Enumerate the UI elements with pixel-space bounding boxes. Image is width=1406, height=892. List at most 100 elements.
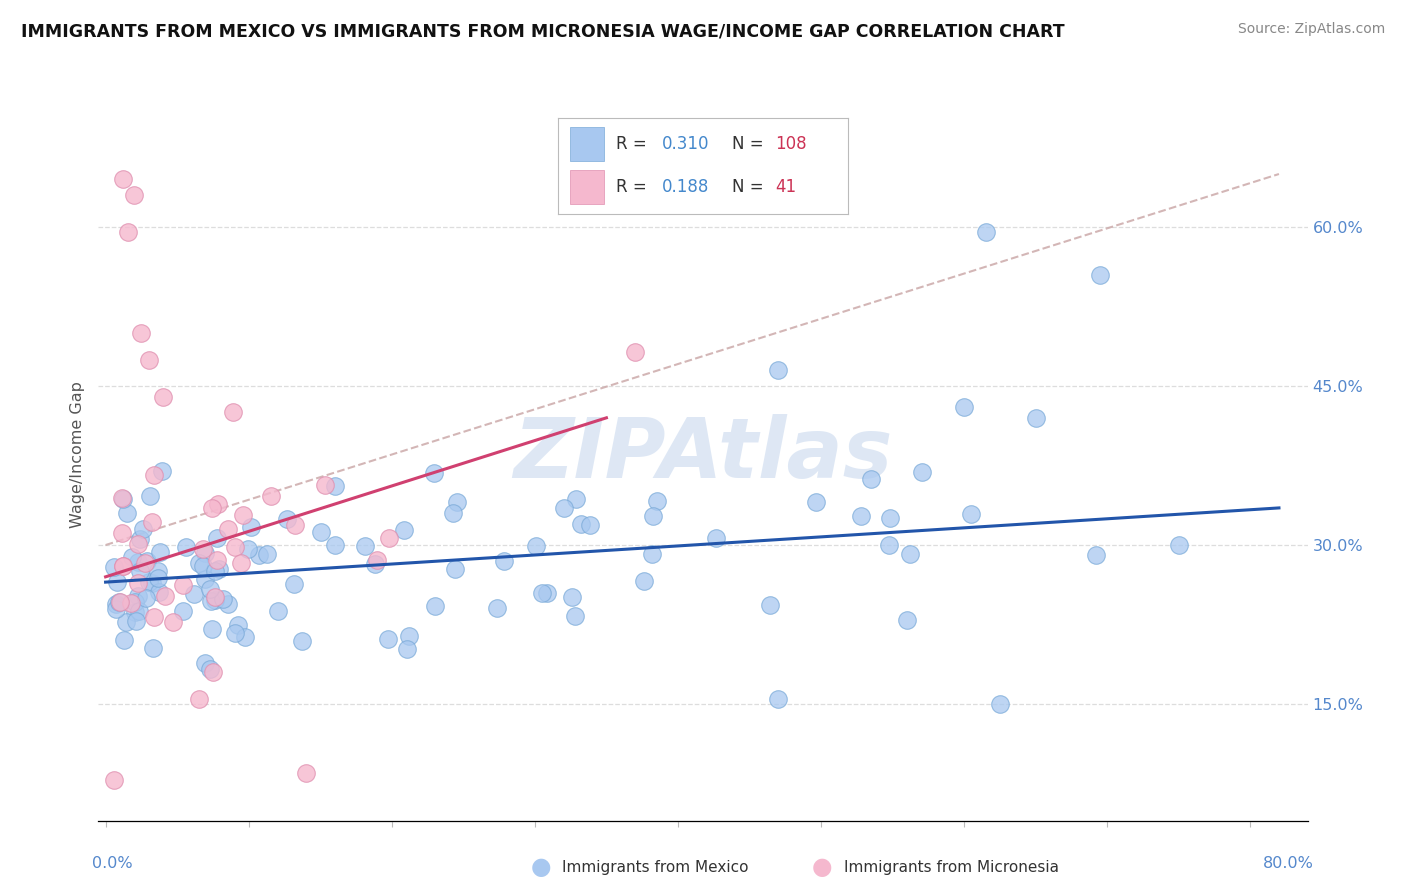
Point xyxy=(148,571,170,585)
Point xyxy=(150,464,173,478)
Point xyxy=(256,547,278,561)
Point xyxy=(172,604,194,618)
Point xyxy=(423,599,446,613)
Point xyxy=(1084,548,1107,562)
Point xyxy=(531,586,554,600)
Point xyxy=(138,575,160,590)
Point xyxy=(222,404,245,418)
Point xyxy=(896,613,918,627)
Point xyxy=(953,401,976,415)
Text: ●: ● xyxy=(531,855,551,879)
Point xyxy=(354,539,377,553)
FancyBboxPatch shape xyxy=(569,127,605,161)
Point xyxy=(284,517,307,532)
Point xyxy=(759,599,782,613)
Point xyxy=(152,390,174,404)
Text: R =: R = xyxy=(616,178,652,196)
Point xyxy=(112,558,135,573)
Point xyxy=(204,593,226,607)
Point xyxy=(579,517,602,532)
Point xyxy=(207,531,229,545)
Point xyxy=(266,603,288,617)
Text: R =: R = xyxy=(616,135,652,153)
Point xyxy=(641,547,664,561)
Point xyxy=(377,632,399,646)
Point xyxy=(1088,268,1111,282)
Point xyxy=(127,537,149,551)
Point xyxy=(960,508,983,522)
Point xyxy=(194,545,217,559)
Point xyxy=(571,517,593,532)
Point xyxy=(766,691,789,706)
Point xyxy=(128,532,150,546)
Point xyxy=(198,662,221,676)
Point xyxy=(859,473,882,487)
Point xyxy=(217,522,239,536)
Point xyxy=(208,562,231,576)
Point xyxy=(309,525,332,540)
Point xyxy=(423,466,446,480)
Point xyxy=(492,554,515,568)
Point xyxy=(283,576,305,591)
Point xyxy=(205,553,228,567)
Point xyxy=(217,597,239,611)
Point xyxy=(879,511,901,525)
Point xyxy=(141,516,163,530)
Point xyxy=(103,560,125,574)
Point xyxy=(108,595,131,609)
Point xyxy=(910,466,932,480)
Point xyxy=(139,489,162,503)
Point xyxy=(187,556,209,570)
Text: 80.0%: 80.0% xyxy=(1263,856,1313,871)
Point xyxy=(172,578,194,592)
Point xyxy=(1167,538,1189,552)
Point xyxy=(564,608,586,623)
Point xyxy=(103,772,125,787)
Point xyxy=(247,548,270,562)
Point xyxy=(134,556,156,570)
Text: Source: ZipAtlas.com: Source: ZipAtlas.com xyxy=(1237,22,1385,37)
Point xyxy=(526,539,548,553)
Point xyxy=(239,520,262,534)
Point xyxy=(148,585,170,599)
Point xyxy=(394,523,416,537)
Point xyxy=(536,586,558,600)
Point xyxy=(323,479,346,493)
Point xyxy=(125,614,148,628)
Point xyxy=(112,491,135,506)
Point xyxy=(398,629,420,643)
FancyBboxPatch shape xyxy=(569,169,605,204)
Point xyxy=(804,495,827,509)
Point xyxy=(877,538,900,552)
Point xyxy=(141,575,163,590)
Point xyxy=(207,497,229,511)
Point xyxy=(233,630,256,644)
Point xyxy=(153,590,176,604)
Point xyxy=(124,606,146,620)
Text: 0.0%: 0.0% xyxy=(93,856,134,871)
Point xyxy=(204,590,226,604)
Point xyxy=(117,225,139,239)
Point xyxy=(211,592,233,607)
Point xyxy=(260,489,283,503)
Point xyxy=(149,544,172,558)
Y-axis label: Wage/Income Gap: Wage/Income Gap xyxy=(69,382,84,528)
Point xyxy=(193,558,215,573)
Point xyxy=(641,508,664,523)
Point xyxy=(314,477,336,491)
Text: N =: N = xyxy=(733,178,769,196)
Text: 0.188: 0.188 xyxy=(662,178,710,196)
Point xyxy=(553,500,575,515)
Point xyxy=(849,508,872,523)
Point xyxy=(120,596,142,610)
Text: ●: ● xyxy=(813,855,832,879)
Point xyxy=(395,641,418,656)
Point xyxy=(191,542,214,557)
Point xyxy=(124,595,146,609)
Point xyxy=(204,564,226,578)
Text: 108: 108 xyxy=(776,135,807,153)
Point xyxy=(226,618,249,632)
Point xyxy=(378,531,401,545)
Point xyxy=(232,508,254,522)
Point xyxy=(236,542,259,557)
